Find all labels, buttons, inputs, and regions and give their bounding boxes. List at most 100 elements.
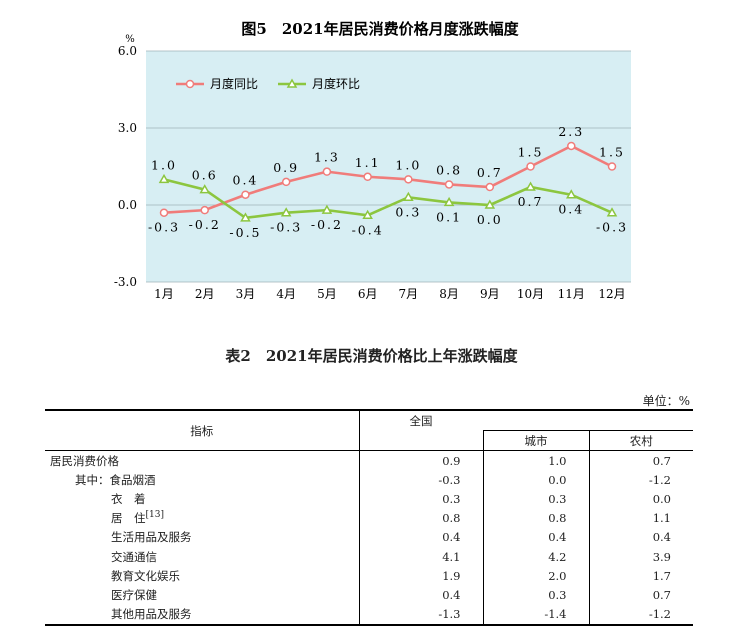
x-tick-label: 9月 bbox=[480, 287, 500, 301]
cell-urban: 0.4 bbox=[483, 527, 590, 547]
table-row: 医疗保健 0.4 0.3 0.7 bbox=[45, 585, 693, 605]
data-label: 1.0 bbox=[395, 157, 421, 172]
cell-urban: 1.0 bbox=[483, 450, 590, 471]
table-row: 生活用品及服务 0.4 0.4 0.4 bbox=[45, 527, 693, 547]
data-label: -0.5 bbox=[229, 225, 261, 240]
row-name: 教育文化娱乐 bbox=[45, 566, 360, 586]
mom-point bbox=[280, 207, 292, 217]
row-name: 居民消费价格 bbox=[45, 450, 360, 471]
data-label: -0.2 bbox=[189, 217, 221, 232]
yoy-point bbox=[526, 162, 535, 171]
series-line-yoy bbox=[163, 144, 613, 214]
x-axis: 1月 2月 3月 4月 5月 6月 7月 8月 9月 10月 11月 12月 bbox=[154, 287, 625, 301]
y-unit: % bbox=[125, 34, 135, 45]
table-row: 居 住[13] 0.8 0.8 1.1 bbox=[45, 508, 693, 528]
cell-rural: 1.7 bbox=[652, 568, 671, 583]
table-row: 衣 着 0.3 0.3 0.0 bbox=[45, 489, 693, 509]
data-label: 0.3 bbox=[395, 204, 421, 219]
y-tick-label: 0.0 bbox=[118, 198, 137, 212]
row-name: 医疗保健 bbox=[45, 585, 360, 605]
x-tick-label: 7月 bbox=[399, 287, 419, 301]
data-label: -0.4 bbox=[352, 222, 384, 237]
data-label: 0.4 bbox=[558, 202, 584, 217]
mom-point bbox=[443, 196, 455, 207]
row-name-text: 教育文化娱乐 bbox=[111, 568, 180, 583]
cell-rural: -1.2 bbox=[648, 472, 671, 487]
cell-urban: 2.0 bbox=[483, 566, 590, 586]
data-label: 0.8 bbox=[436, 162, 462, 177]
header-urban: 城市 bbox=[483, 430, 590, 451]
yoy-point bbox=[363, 172, 372, 182]
cell-national: 0.3 bbox=[359, 489, 484, 509]
y-axis: 6.0 3.0 0.0 -3.0 bbox=[114, 44, 137, 289]
x-tick-label: 12月 bbox=[598, 287, 625, 301]
data-label: 1.1 bbox=[355, 155, 381, 170]
cell-urban: 0.0 bbox=[483, 470, 590, 490]
mom-point bbox=[525, 181, 536, 191]
x-tick-label: 11月 bbox=[558, 287, 585, 301]
figure-title: 图5 2021年居民消费价格月度涨跌幅度 bbox=[241, 20, 519, 38]
y-tick-label: 6.0 bbox=[118, 44, 137, 58]
mom-point bbox=[362, 209, 373, 220]
yoy-point bbox=[485, 182, 495, 192]
cell-rural: 0.7 bbox=[652, 453, 671, 468]
legend-yoy-marker bbox=[185, 79, 195, 89]
series-line-mom bbox=[163, 178, 613, 220]
yoy-point bbox=[200, 205, 209, 215]
row-name: 衣 着 bbox=[45, 489, 360, 509]
x-tick-label: 6月 bbox=[358, 287, 378, 301]
row-name-text: 生活用品及服务 bbox=[111, 530, 192, 545]
x-tick-label: 3月 bbox=[236, 287, 256, 301]
data-label: -0.2 bbox=[311, 217, 343, 232]
row-name: 生活用品及服务 bbox=[45, 527, 360, 547]
header-indicator: 指标 bbox=[45, 409, 360, 451]
table-row: 其中：食品烟酒 -0.3 0.0 -1.2 bbox=[45, 470, 693, 490]
x-tick-label: 5月 bbox=[317, 287, 337, 301]
yoy-point bbox=[607, 162, 617, 171]
cell-rural: -1.2 bbox=[589, 604, 693, 626]
x-tick-label: 4月 bbox=[276, 287, 296, 301]
data-label: 1.5 bbox=[518, 145, 544, 160]
data-label: 0.7 bbox=[477, 165, 503, 180]
mom-point bbox=[606, 207, 618, 217]
cell-national: 0.4 bbox=[359, 585, 484, 605]
table-row: 居民消费价格 0.9 1.0 0.7 bbox=[45, 450, 693, 471]
yoy-point bbox=[444, 180, 454, 189]
table-body: 居民消费价格 0.9 1.0 0.7 其中：食品烟酒 -0.3 0.0 -1.2 衣 着 0.3 0… bbox=[45, 450, 693, 626]
data-label: -0.3 bbox=[596, 220, 628, 235]
mom-point bbox=[240, 212, 251, 222]
mom-point bbox=[484, 199, 496, 209]
cell-rural: 0.7 bbox=[652, 587, 671, 602]
x-tick-label: 1月 bbox=[154, 287, 174, 301]
cell-national: 4.1 bbox=[359, 546, 484, 567]
yoy-point bbox=[404, 175, 413, 184]
table-title: 表2 2021年居民消费价格比上年涨跌幅度 bbox=[225, 347, 518, 365]
unit-label: 单位：% bbox=[642, 394, 690, 408]
y-tick-label: 3.0 bbox=[118, 121, 137, 135]
line-chart: 图5 2021年居民消费价格月度涨跌幅度 % 6.0 3.0 0.0 -3.0 1月 2… bbox=[114, 20, 631, 301]
mom-point bbox=[158, 173, 170, 184]
cell-national: 1.9 bbox=[359, 566, 484, 586]
table-row: 交通通信 4.1 4.2 3.9 bbox=[45, 546, 693, 567]
x-tick-label: 8月 bbox=[439, 287, 459, 301]
data-label: 1.5 bbox=[599, 145, 625, 160]
row-name-text: 居 住 bbox=[111, 511, 146, 526]
legend: 月度同比 月度环比 bbox=[176, 76, 360, 91]
legend-yoy-label: 月度同比 bbox=[210, 76, 258, 91]
mom-point bbox=[565, 189, 577, 199]
row-name-text: 居民消费价格 bbox=[50, 453, 119, 468]
footnote-ref: [13] bbox=[145, 510, 164, 521]
data-label: 0.1 bbox=[436, 209, 462, 224]
cell-urban: 0.8 bbox=[483, 508, 590, 528]
data-label: 2.3 bbox=[558, 124, 584, 139]
row-name-text: 衣 着 bbox=[111, 491, 146, 506]
data-label: 0.9 bbox=[273, 160, 299, 175]
cell-urban: 0.3 bbox=[483, 489, 590, 509]
legend-mom-label: 月度环比 bbox=[312, 76, 360, 91]
header-national: 全国 bbox=[359, 409, 693, 431]
data-label: 0.0 bbox=[477, 212, 503, 227]
cell-rural: 0.4 bbox=[652, 530, 671, 545]
row-name: 其他用品及服务 bbox=[45, 604, 360, 626]
yoy-point bbox=[567, 141, 576, 151]
mom-point bbox=[199, 184, 211, 194]
